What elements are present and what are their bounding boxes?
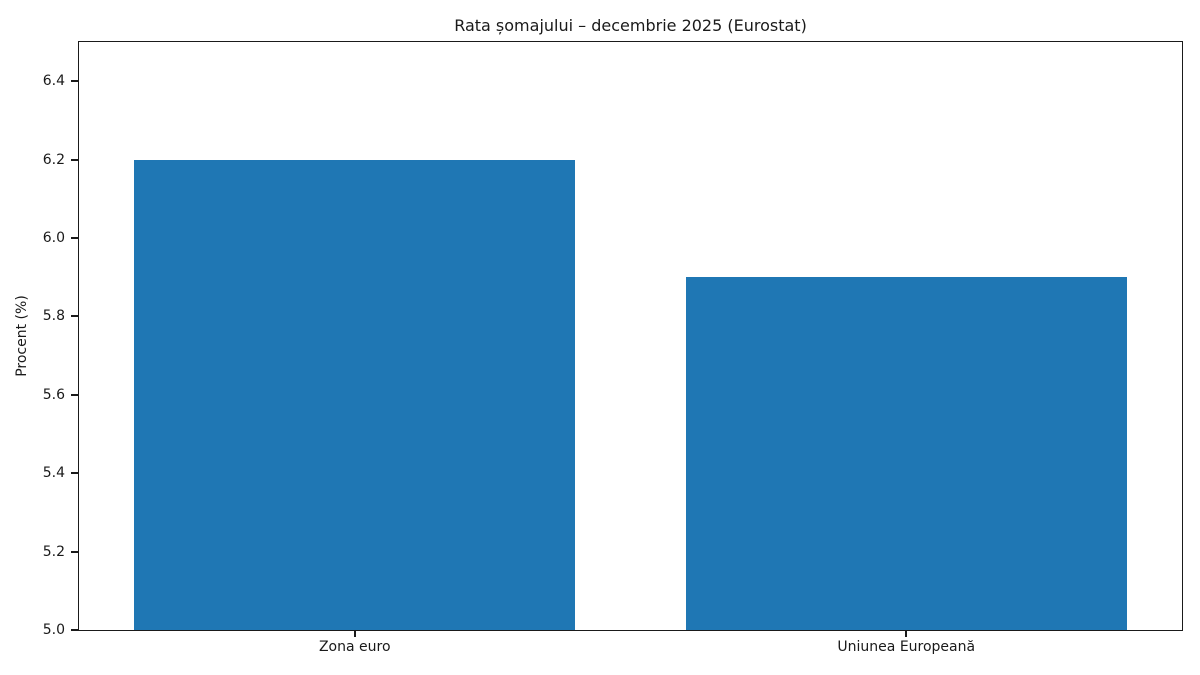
- x-tick-label: Zona euro: [318, 639, 391, 655]
- x-tick-label: Uniunea Europeană: [837, 639, 976, 655]
- y-tick-mark: [71, 550, 78, 553]
- y-tick-mark: [71, 158, 78, 161]
- y-tick-label: 5.0: [42, 622, 65, 638]
- y-tick-mark: [71, 393, 78, 396]
- x-tick-mark: [905, 631, 908, 637]
- y-tick-mark: [71, 80, 78, 83]
- chart-title: Rata șomajului – decembrie 2025 (Eurosta…: [454, 16, 807, 35]
- plot-area: Zona euro Uniunea Europeană 5.0 5.2 5.4 5.6 5.…: [43, 41, 1183, 655]
- x-tick-mark: [353, 631, 356, 637]
- y-tick-label: 5.6: [42, 386, 65, 403]
- y-tick-mark: [71, 315, 78, 318]
- y-tick-label: 5.4: [42, 465, 65, 482]
- y-axis-label: Procent (%): [14, 295, 30, 377]
- y-tick-label: 5.8: [42, 308, 65, 325]
- y-tick-label: 6.2: [42, 151, 65, 168]
- y-tick-mark: [71, 237, 78, 239]
- y-tick-label: 5.2: [42, 543, 65, 560]
- bar: [685, 277, 1127, 630]
- y-tick-mark: [71, 629, 78, 631]
- y-tick-mark: [71, 472, 78, 475]
- y-tick-label: 6.0: [42, 230, 65, 246]
- y-tick-label: 6.4: [42, 73, 65, 90]
- bar: [134, 159, 576, 630]
